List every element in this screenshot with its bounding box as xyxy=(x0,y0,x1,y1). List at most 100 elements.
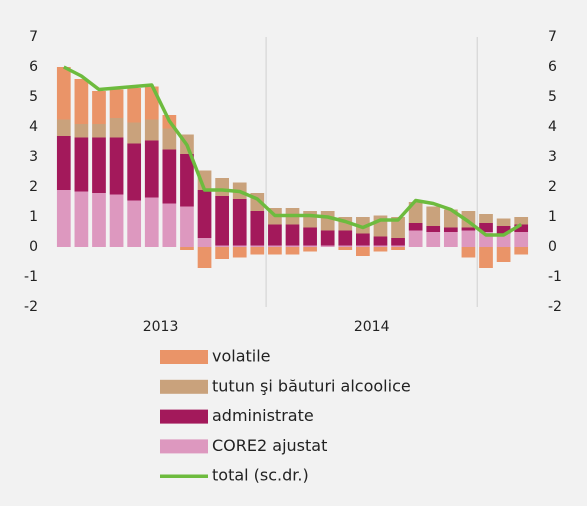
bar-segment xyxy=(373,247,388,252)
bar-segment xyxy=(74,79,89,124)
bar-segment xyxy=(391,217,405,238)
bar-segment xyxy=(426,226,441,232)
bar-segment xyxy=(443,209,458,228)
bar-segment xyxy=(197,247,212,268)
bar-segment xyxy=(92,193,106,247)
bar-segment xyxy=(356,247,370,256)
bar-segment xyxy=(215,247,229,259)
y-tick-label: 1 xyxy=(29,209,38,225)
bar-segment xyxy=(373,245,388,247)
bar-segment xyxy=(479,214,493,223)
y-tick-label: 6 xyxy=(29,59,38,75)
bar-segment xyxy=(408,230,423,247)
bar-segment xyxy=(232,199,247,246)
bar-segment xyxy=(514,247,529,255)
bar-segment xyxy=(144,140,159,198)
bar-segment xyxy=(461,230,476,247)
bar-segment xyxy=(391,238,405,246)
bar-segment xyxy=(215,178,229,196)
bar-segment xyxy=(162,128,177,150)
bar-segment xyxy=(303,211,317,228)
bar-segment xyxy=(109,118,124,138)
legend-label: volatile xyxy=(212,347,271,366)
bar-segment xyxy=(92,91,106,124)
bar-segment xyxy=(215,196,229,246)
bar-segment xyxy=(285,247,300,255)
bar-segment xyxy=(162,149,177,204)
bar-segment xyxy=(496,218,511,226)
y2-tick-label: 1 xyxy=(548,209,557,225)
bar-segment xyxy=(461,247,476,258)
bar-segment xyxy=(303,247,317,252)
bar-segment xyxy=(443,232,458,247)
bar-segment xyxy=(162,203,177,247)
y-tick-label: 0 xyxy=(29,239,38,255)
bar-segment xyxy=(109,89,124,118)
bar-segment xyxy=(180,247,194,250)
bar-segment xyxy=(426,206,441,226)
bar-segment xyxy=(250,211,265,246)
bar-segment xyxy=(56,119,71,136)
y2-tick-label: 6 xyxy=(548,59,557,75)
bar-segment xyxy=(250,245,265,247)
bar-segment xyxy=(356,245,370,247)
bar-segment xyxy=(109,137,124,195)
bar-segment xyxy=(74,124,89,138)
y-tick-label: 4 xyxy=(29,119,38,135)
bar-segment xyxy=(127,200,142,247)
bar-segment xyxy=(250,247,265,255)
y2-tick-label: 3 xyxy=(548,149,557,165)
bar-segment xyxy=(180,206,194,247)
bar-segment xyxy=(127,88,142,123)
y2-tick-label: 0 xyxy=(548,239,557,255)
bar-segment xyxy=(285,224,300,246)
bar-segment xyxy=(338,230,353,246)
bar-segment xyxy=(479,247,493,268)
bar-segment xyxy=(232,245,247,247)
y2-tick-label: 5 xyxy=(548,89,557,105)
legend-label: tutun şi băuturi alcoolice xyxy=(212,376,411,395)
bar-segment xyxy=(461,227,476,231)
bar-segment xyxy=(303,245,317,247)
bar-segment xyxy=(197,238,212,247)
legend-swatch xyxy=(160,439,208,454)
bar-segment xyxy=(373,236,388,246)
bar-segment xyxy=(514,224,529,232)
bar-segment xyxy=(338,245,353,247)
bar-segment xyxy=(144,197,159,247)
y-tick-label: -2 xyxy=(24,299,38,315)
bar-segment xyxy=(408,223,423,231)
bar-segment xyxy=(479,223,493,232)
y2-tick-label: 2 xyxy=(548,179,557,195)
bar-segment xyxy=(338,247,353,250)
bar-segment xyxy=(74,137,89,192)
bar-segment xyxy=(320,230,335,246)
bar-segment xyxy=(268,245,282,247)
y2-tick-label: 4 xyxy=(548,119,557,135)
x-group-label: 2014 xyxy=(354,319,390,335)
legend-swatch xyxy=(160,350,208,364)
legend-label: administrate xyxy=(212,406,314,425)
legend-label: CORE2 ajustat xyxy=(212,436,327,455)
bar-segment xyxy=(92,137,106,193)
bar-segment xyxy=(496,226,511,234)
bar-segment xyxy=(356,233,370,246)
y2-tick-label: -2 xyxy=(548,299,562,315)
bar-segment xyxy=(215,245,229,247)
bar-segment xyxy=(180,154,194,207)
legend-swatch xyxy=(160,379,208,394)
bar-segment xyxy=(514,217,529,225)
x-group-label: 2013 xyxy=(143,319,179,335)
bar-segment xyxy=(268,224,282,246)
bar-segment xyxy=(356,217,370,234)
bar-segment xyxy=(496,247,511,262)
bar-segment xyxy=(320,211,335,231)
bar-segment xyxy=(56,190,71,247)
y-tick-label: 3 xyxy=(29,149,38,165)
bar-segment xyxy=(285,245,300,247)
bar-segment xyxy=(408,202,423,223)
bar-segment xyxy=(56,136,71,190)
y-tick-label: 7 xyxy=(29,29,38,45)
bar-segment xyxy=(56,67,71,120)
